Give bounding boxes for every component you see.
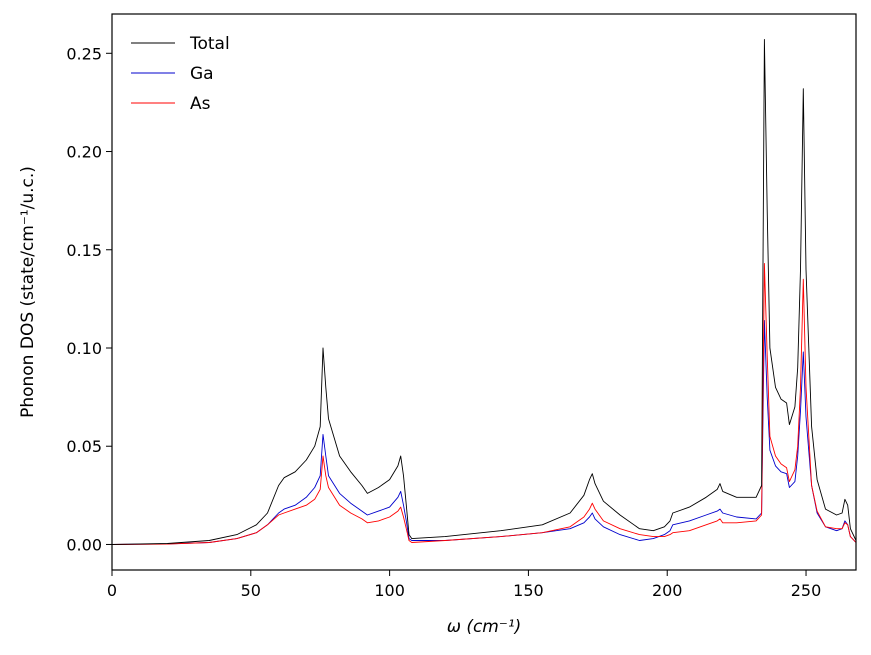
- x-axis-ticks: 0 50 100 150 200 250: [107, 570, 821, 600]
- y-tick-label: 0.20: [66, 143, 102, 162]
- legend-label-as: As: [190, 94, 211, 114]
- y-axis-label: Phonon DOS (state/cm⁻¹/u.c.): [18, 166, 38, 418]
- x-tick-label: 0: [107, 581, 117, 600]
- y-tick-label: 0.05: [66, 437, 102, 456]
- series-group: [111, 39, 857, 545]
- plot-frame: [111, 13, 857, 571]
- series-line-ga: [111, 320, 857, 545]
- x-tick-label: 50: [241, 581, 261, 600]
- series-line-total: [111, 39, 857, 545]
- legend-label-ga: Ga: [190, 64, 214, 84]
- legend-label-total: Total: [189, 34, 230, 54]
- y-tick-label: 0.15: [66, 241, 102, 260]
- chart-legend: Total Ga As: [131, 34, 230, 114]
- x-tick-label: 250: [791, 581, 822, 600]
- x-tick-label: 200: [652, 581, 683, 600]
- y-axis-ticks: 0.00 0.05 0.10 0.15 0.20 0.25: [66, 44, 112, 554]
- x-tick-label: 150: [513, 581, 544, 600]
- y-tick-label: 0.25: [66, 44, 102, 63]
- x-axis-label: ω (cm⁻¹): [447, 617, 522, 637]
- y-tick-label: 0.00: [66, 535, 102, 554]
- plot-area: [111, 39, 857, 545]
- y-tick-label: 0.10: [66, 339, 102, 358]
- series-line-as: [111, 263, 857, 545]
- x-tick-label: 100: [374, 581, 405, 600]
